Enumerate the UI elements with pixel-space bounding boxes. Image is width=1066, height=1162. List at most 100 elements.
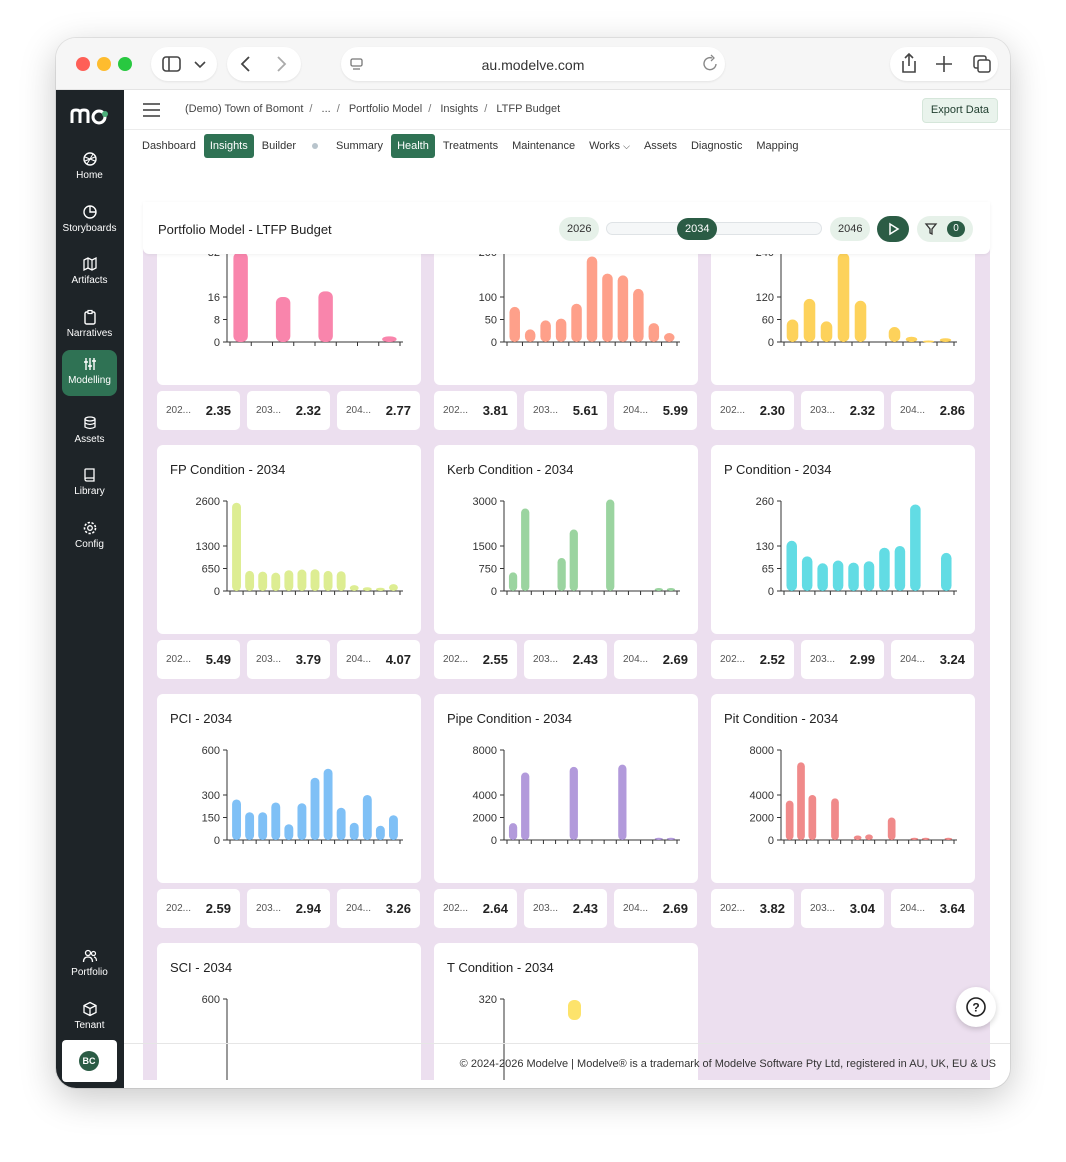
chart-card[interactable]: Pipe Condition - 2034 8000 4000 2000 0 (434, 694, 698, 883)
y-tick-label: 750 (479, 564, 497, 576)
chart-bar (853, 835, 862, 840)
chart-bar (921, 837, 930, 840)
stat-label: 204... (346, 405, 372, 416)
breadcrumb-item[interactable]: (Demo) Town of Bomont (185, 103, 304, 115)
chart-card[interactable]: Kerb Condition - 2034 3000 1500 750 0 (434, 445, 698, 634)
chart-bar (586, 256, 598, 342)
chart-bar (801, 556, 813, 591)
year-start-label[interactable]: 2026 (559, 217, 600, 241)
export-data-button[interactable]: Export Data (921, 98, 998, 123)
sidebar-item-assets[interactable]: Assets (62, 409, 117, 455)
stat-label: 203... (810, 405, 836, 416)
user-menu[interactable]: BC (62, 1040, 117, 1082)
chart-card[interactable]: PCI - 2034 600 300 150 0 (157, 694, 421, 883)
portfolio-icon (82, 949, 97, 963)
url-text: au.modelve.com (481, 57, 585, 73)
help-button[interactable]: ? (956, 987, 996, 1027)
stat-value: 2.69 (662, 652, 688, 667)
stat-value: 2.99 (849, 652, 875, 667)
sidebar-item-portfolio[interactable]: Portfolio (62, 942, 117, 988)
charts-area: Art Condition - 2034321680202...2.35203.… (143, 202, 990, 1080)
y-tick-label: 16 (208, 292, 220, 304)
tab-health[interactable]: Health (391, 134, 435, 158)
tab-diagnostic[interactable]: Diagnostic (690, 140, 743, 152)
y-tick-label: 0 (214, 586, 220, 598)
y-tick-label: 0 (768, 586, 774, 598)
y-tick-label: 2000 (473, 813, 497, 825)
chart-bar (808, 795, 817, 840)
y-tick-label: 320 (479, 994, 497, 1006)
tab-bar: Dashboard Insights Builder Summary Healt… (136, 132, 807, 160)
stat-label: 202... (720, 654, 746, 665)
chart-card[interactable]: P Condition - 2034 260 130 65 0 (711, 445, 975, 634)
stat-value: 5.49 (205, 652, 231, 667)
chart-card[interactable]: FP Condition - 2034 2600 1300 650 0 (157, 445, 421, 634)
sidebar-item-narratives[interactable]: Narratives (62, 303, 117, 349)
stat-value: 4.07 (385, 652, 411, 667)
browser-window: au.modelve.com Home Storyboards Artifacts N… (56, 38, 1010, 1088)
stat-value: 3.82 (759, 901, 785, 916)
sidebar-item-home[interactable]: Home (62, 145, 117, 191)
stat-tile: 203... 2.99 (801, 640, 884, 679)
chart-bar (336, 807, 346, 840)
year-slider-thumb[interactable]: 2034 (677, 218, 718, 240)
chart-card[interactable]: SCI - 2034 600 (157, 943, 421, 1080)
sidebar-toggle-button[interactable] (151, 47, 217, 81)
sidebar-item-label: Library (74, 486, 105, 497)
sidebar-item-library[interactable]: Library (62, 461, 117, 507)
chart-card[interactable]: Pit Condition - 2034 8000 4000 2000 0 (711, 694, 975, 883)
app-header: (Demo) Town of Bomont / ... / Portfolio Mo… (124, 90, 1010, 130)
sidebar-item-storyboards[interactable]: Storyboards (62, 198, 117, 244)
chart-bar (654, 837, 663, 840)
sidebar-item-config[interactable]: Config (62, 514, 117, 560)
tab-mapping[interactable]: Mapping (756, 140, 799, 152)
chart-bar (284, 824, 294, 840)
stat-label: 202... (443, 654, 469, 665)
sidebar-item-label: Portfolio (71, 967, 108, 978)
sidebar-item-label: Storyboards (62, 223, 117, 234)
tab-dashboard[interactable]: Dashboard (142, 140, 196, 152)
chart-bar (284, 570, 294, 591)
breadcrumb-item[interactable]: ... (321, 103, 331, 115)
tab-works[interactable]: Works ⌵ (583, 134, 636, 158)
stat-label: 203... (533, 903, 559, 914)
tab-insights[interactable]: Insights (203, 134, 254, 158)
stat-value: 3.24 (939, 652, 965, 667)
y-tick-label: 0 (491, 337, 497, 349)
minimize-window-button[interactable] (97, 57, 111, 71)
sidebar-item-artifacts[interactable]: Artifacts (62, 250, 117, 296)
address-bar[interactable]: au.modelve.com (341, 47, 725, 81)
year-end-label[interactable]: 2046 (830, 217, 871, 241)
chart-bar (618, 764, 627, 840)
play-button[interactable] (877, 216, 909, 242)
breadcrumb-item[interactable]: Insights (440, 103, 479, 115)
bar-chart: 8000 4000 2000 0 (750, 745, 957, 847)
chart-bar (336, 571, 346, 591)
sidebar-item-tenant[interactable]: Tenant (62, 995, 117, 1041)
tab-maintenance[interactable]: Maintenance (512, 140, 576, 152)
forward-icon (277, 56, 287, 72)
maximize-window-button[interactable] (118, 57, 132, 71)
chart-bar (910, 837, 919, 840)
main-panel: (Demo) Town of Bomont / ... / Portfolio Mo… (124, 90, 1010, 1088)
chart-bar (271, 802, 281, 840)
chart-card[interactable]: T Condition - 2034 320 (434, 943, 698, 1080)
sidebar-item-modelling[interactable]: Modelling (62, 350, 117, 396)
hamburger-menu-icon[interactable] (142, 102, 162, 118)
y-tick-label: 120 (756, 292, 774, 304)
tab-assets[interactable]: Assets (643, 140, 677, 152)
chart-bar (555, 318, 567, 342)
y-tick-label: 1500 (473, 541, 497, 553)
y-tick-label: 2600 (196, 496, 220, 508)
tab-builder[interactable]: Builder (261, 140, 296, 152)
chart-bar (375, 825, 385, 840)
footer-copyright: © 2024-2026 Modelve | Modelve® is a trad… (459, 1058, 996, 1070)
filter-button[interactable]: 0 (917, 216, 973, 242)
breadcrumb-item[interactable]: Portfolio Model (348, 103, 423, 115)
tab-summary[interactable]: Summary (336, 140, 384, 152)
stat-tile: 204... 2.86 (891, 391, 974, 430)
y-tick-label: 8000 (473, 745, 497, 757)
modelve-logo (70, 108, 108, 125)
tab-treatments[interactable]: Treatments (442, 140, 499, 152)
close-window-button[interactable] (76, 57, 90, 71)
